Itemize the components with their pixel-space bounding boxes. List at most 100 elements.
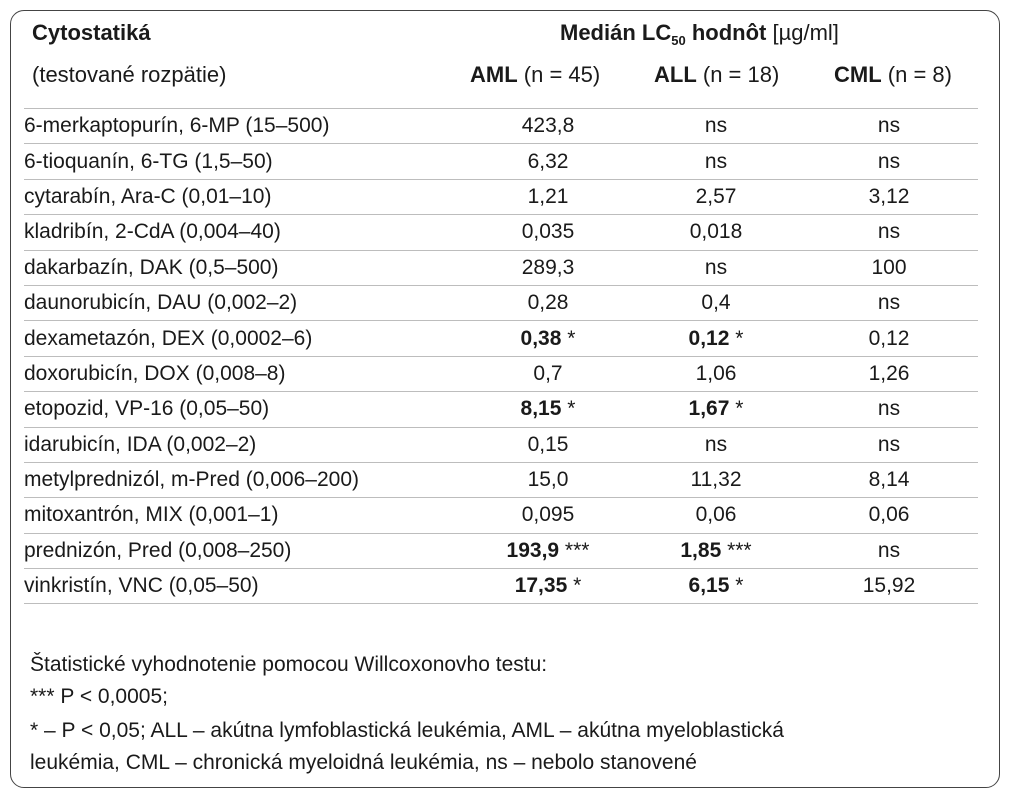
aml-value-cell: 289,3 xyxy=(464,251,632,286)
cml-value-cell: 100 xyxy=(800,251,978,286)
all-value: 0,12 xyxy=(688,326,730,350)
cml-value-cell: ns xyxy=(800,534,978,570)
all-value: ns xyxy=(704,149,728,173)
cml-value-cell: 3,12 xyxy=(800,180,978,216)
aml-value: 0,035 xyxy=(521,220,575,244)
aml-value-cell: 17,35 * xyxy=(464,569,632,605)
all-value: 1,06 xyxy=(695,361,737,385)
cml-value-cell: 0,12 xyxy=(800,321,978,357)
all-value: 1,85 xyxy=(680,538,722,562)
all-significance-mark: * xyxy=(729,397,744,421)
all-significance-mark: * xyxy=(729,574,744,598)
group-aml-label: AML xyxy=(470,62,518,87)
table-row: prednizón, Pred (0,008–250) 193,9 *** 1,85… xyxy=(24,534,978,570)
all-significance-mark: * xyxy=(729,326,744,350)
median-subscript: 50 xyxy=(671,33,686,48)
drug-name-cell: vinkristín, VNC (0,05–50) xyxy=(24,569,464,605)
aml-value-cell: 15,0 xyxy=(464,463,632,499)
drug-column-title: Cytostatiká xyxy=(32,20,151,45)
aml-value-cell: 193,9 *** xyxy=(464,534,632,570)
all-value-cell: 6,15 * xyxy=(632,569,800,605)
cml-value-cell: 15,92 xyxy=(800,569,978,605)
footnote-stat-method: Štatistické vyhodnotenie pomocou Willcox… xyxy=(30,653,548,676)
all-value-cell: 1,06 xyxy=(632,357,800,393)
group-cml-label: CML xyxy=(834,62,882,87)
drug-name-cell: 6-merkaptopurín, 6-MP (15–500) xyxy=(24,108,464,145)
all-value-cell: 2,57 xyxy=(632,180,800,216)
group-aml-count: (n = 45) xyxy=(517,62,601,87)
aml-value: 17,35 xyxy=(514,574,568,598)
cml-value-cell: ns xyxy=(800,215,978,251)
table-row: 6-tioquanín, 6-TG (1,5–50) 6,32 ns ns xyxy=(24,144,978,180)
median-suffix: hodnôt xyxy=(685,20,767,45)
drug-column-subtitle: (testované rozpätie) xyxy=(32,62,227,87)
group-header-all: ALL (n = 18) xyxy=(654,62,779,88)
all-value-cell: ns xyxy=(632,144,800,180)
all-value-cell: 0,06 xyxy=(632,498,800,534)
all-value-cell: ns xyxy=(632,251,800,286)
aml-value: 289,3 xyxy=(521,255,575,279)
aml-significance-mark: * xyxy=(561,326,576,350)
aml-significance-mark: * xyxy=(561,397,576,421)
table-row: vinkristín, VNC (0,05–50) 17,35 * 6,15 * 15… xyxy=(24,569,978,605)
table-row: metylprednizól, m-Pred (0,006–200) 15,0 11… xyxy=(24,463,978,499)
aml-value: 8,15 xyxy=(520,397,562,421)
all-value-cell: 1,85 *** xyxy=(632,534,800,570)
aml-value: 0,7 xyxy=(533,361,563,385)
aml-value-cell: 6,32 xyxy=(464,144,632,180)
table-row: 6-merkaptopurín, 6-MP (15–500) 423,8 ns ns xyxy=(24,108,978,145)
aml-value: 1,21 xyxy=(527,184,569,208)
drug-name-cell: prednizón, Pred (0,008–250) xyxy=(24,534,464,570)
drug-name-cell: dakarbazín, DAK (0,5–500) xyxy=(24,251,464,286)
aml-value-cell: 0,15 xyxy=(464,428,632,463)
cml-value-cell: 8,14 xyxy=(800,463,978,499)
aml-value: 0,28 xyxy=(527,291,569,315)
group-header-aml: AML (n = 45) xyxy=(470,62,600,88)
all-value-cell: 0,018 xyxy=(632,215,800,251)
aml-value: 423,8 xyxy=(521,114,575,138)
all-value: 0,4 xyxy=(701,291,731,315)
table-row: idarubicín, IDA (0,002–2) 0,15 ns ns xyxy=(24,428,978,463)
all-value-cell: 0,12 * xyxy=(632,321,800,357)
table-row: etopozid, VP-16 (0,05–50) 8,15 * 1,67 * ns xyxy=(24,392,978,428)
all-value-cell: ns xyxy=(632,428,800,463)
aml-value: 0,15 xyxy=(527,432,569,456)
all-value: ns xyxy=(704,114,728,138)
aml-value: 0,095 xyxy=(521,503,575,527)
table-row: doxorubicín, DOX (0,008–8) 0,7 1,06 1,26 xyxy=(24,357,978,393)
table-row: dakarbazín, DAK (0,5–500) 289,3 ns 100 xyxy=(24,251,978,286)
group-header-cml: CML (n = 8) xyxy=(834,62,952,88)
drug-name-cell: etopozid, VP-16 (0,05–50) xyxy=(24,392,464,428)
all-value-cell: 0,4 xyxy=(632,286,800,322)
drug-name-cell: doxorubicín, DOX (0,008–8) xyxy=(24,357,464,393)
footnote-p005-abbrev: * – P < 0,05; ALL – akútna lymfoblastick… xyxy=(30,719,784,742)
drug-name-cell: metylprednizól, m-Pred (0,006–200) xyxy=(24,463,464,499)
table-row: dexametazón, DEX (0,0002–6) 0,38 * 0,12 * 0… xyxy=(24,321,978,357)
cml-value-cell: ns xyxy=(800,428,978,463)
drug-name-cell: 6-tioquanín, 6-TG (1,5–50) xyxy=(24,144,464,180)
aml-value-cell: 0,38 * xyxy=(464,321,632,357)
all-value: 2,57 xyxy=(695,184,737,208)
table-row: kladribín, 2-CdA (0,004–40) 0,035 0,018 ns xyxy=(24,215,978,251)
cml-value-cell: ns xyxy=(800,108,978,145)
drug-name-cell: dexametazón, DEX (0,0002–6) xyxy=(24,321,464,357)
all-significance-mark: *** xyxy=(721,538,752,562)
all-value: 0,018 xyxy=(689,220,743,244)
all-value: 6,15 xyxy=(688,574,730,598)
table-row: cytarabín, Ara-C (0,01–10) 1,21 2,57 3,12 xyxy=(24,180,978,216)
group-all-label: ALL xyxy=(654,62,697,87)
aml-significance-mark: *** xyxy=(559,538,590,562)
all-value-cell: 1,67 * xyxy=(632,392,800,428)
table-row: mitoxantrón, MIX (0,001–1) 0,095 0,06 0,06 xyxy=(24,498,978,534)
drug-name-cell: idarubicín, IDA (0,002–2) xyxy=(24,428,464,463)
median-unit: [µg/ml] xyxy=(766,20,839,45)
median-prefix: Medián LC xyxy=(560,20,672,45)
footnote-p0005: *** P < 0,0005; xyxy=(30,685,168,708)
all-value: 0,06 xyxy=(695,503,737,527)
drug-name-cell: cytarabín, Ara-C (0,01–10) xyxy=(24,180,464,216)
cml-value-cell: 0,06 xyxy=(800,498,978,534)
group-cml-count: (n = 8) xyxy=(881,62,952,87)
cml-value-cell: ns xyxy=(800,392,978,428)
footnote-abbrev-cont: leukémia, CML – chronická myeloidná leuk… xyxy=(30,751,697,774)
aml-value-cell: 423,8 xyxy=(464,108,632,145)
